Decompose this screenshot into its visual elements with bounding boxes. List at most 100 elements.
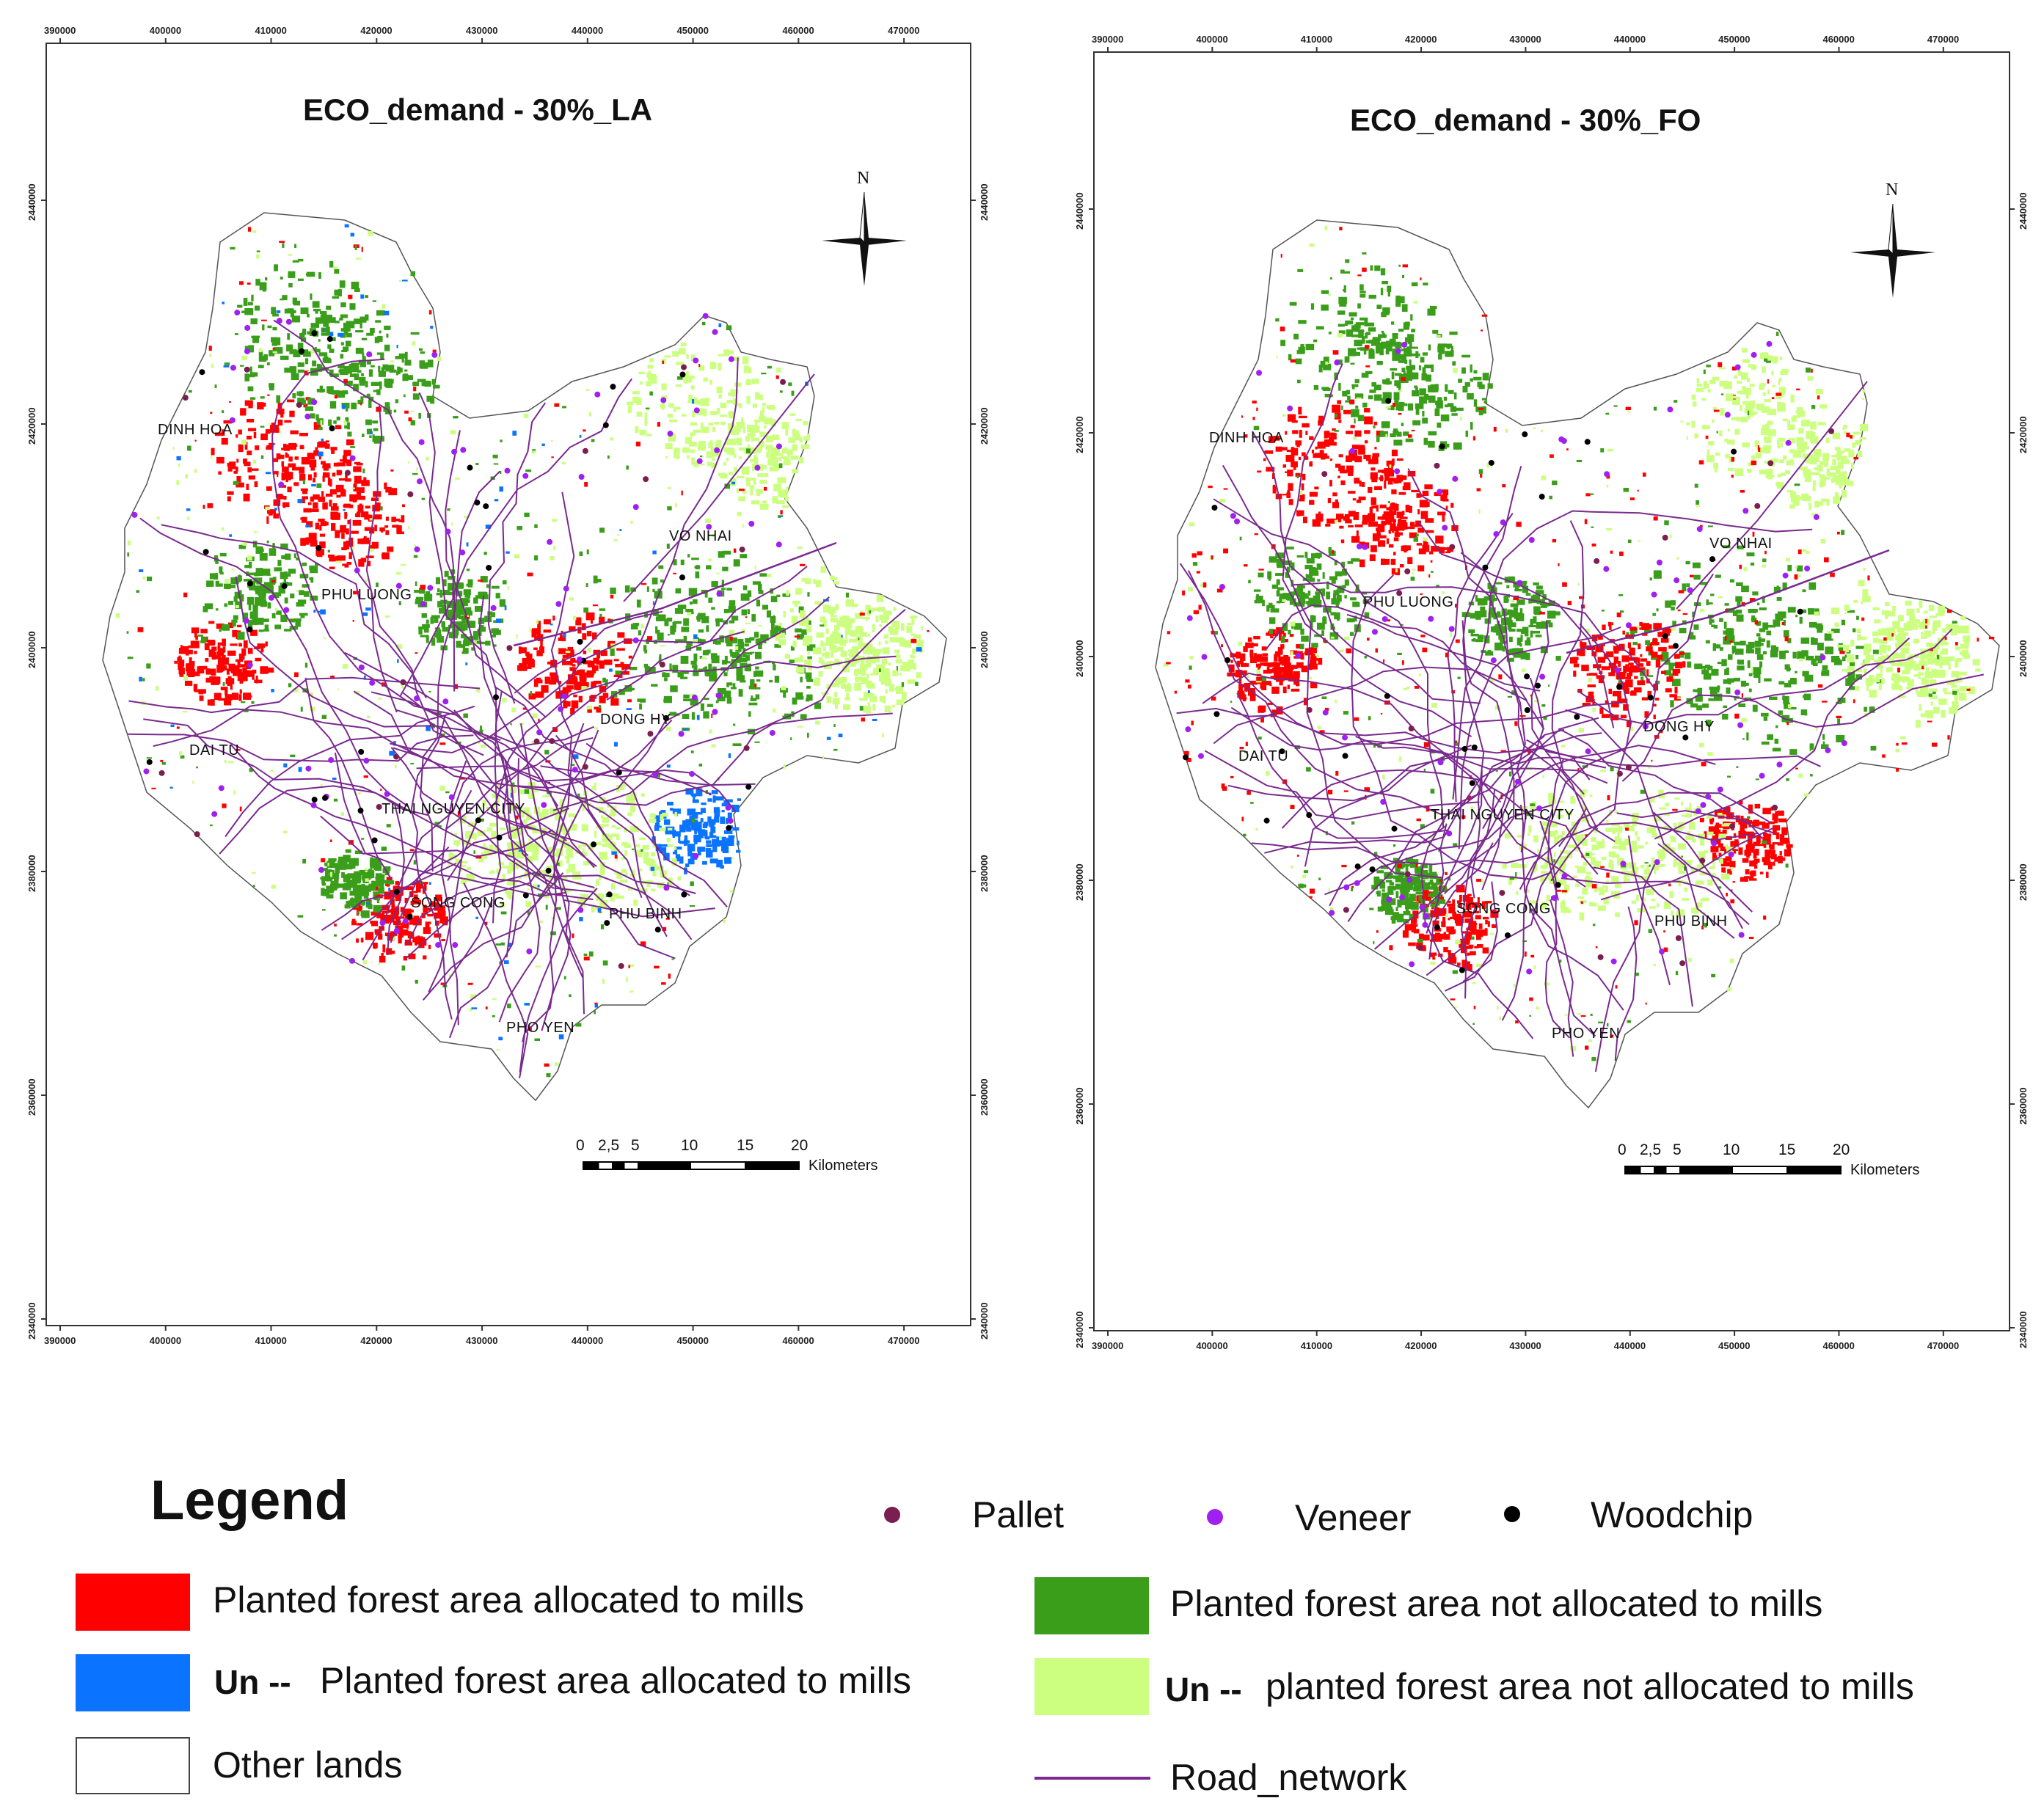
x-tick-label: 390000 [44, 1335, 76, 1346]
map-title-right: ECO_demand - 30%_FO [1350, 103, 1701, 137]
place-label-song-cong: SONG CONG [411, 895, 505, 911]
legend-prefix-un: Un -- [214, 1663, 291, 1701]
pallet-dot-icon [884, 1507, 900, 1523]
north-letter: N [857, 169, 870, 188]
x-tick-label: 460000 [1822, 34, 1854, 45]
place-label-thai-nguyen: THAI NGUYEN CITY [382, 801, 525, 817]
x-tick-label: 470000 [1927, 1340, 1959, 1351]
scale-segments [1624, 1166, 1842, 1174]
place-label-vo-nhai: VO NHAI [669, 528, 732, 544]
x-tick-label: 430000 [1509, 34, 1541, 45]
x-tick-label: 440000 [572, 1335, 603, 1346]
compass-rose-icon [822, 191, 907, 286]
x-tick-label: 460000 [782, 25, 814, 36]
x-tick-label: 430000 [466, 25, 497, 36]
y-tick-label: 2420000 [979, 407, 990, 445]
y-tick-label: 2400000 [979, 631, 990, 668]
swatch-other-lands [76, 1737, 190, 1794]
scale-label: 10 [1723, 1141, 1740, 1158]
place-label-dong-hy: DONG HY [600, 712, 671, 728]
scale-label: 0 [576, 1137, 585, 1154]
map-canvas-right: 390000 390000 400000 400000 410000 410000 4200… [1074, 34, 2029, 1351]
place-label-pho-yen: PHO YEN [1552, 1026, 1621, 1042]
scale-label: 2,5 [598, 1137, 620, 1154]
x-tick-label: 390000 [44, 25, 76, 36]
map-title-left: ECO_demand - 30%_LA [303, 92, 653, 127]
y-tick-label: 2400000 [1074, 640, 1085, 677]
legend-label-un-planted-allocated: Planted forest area allocated to mills [320, 1660, 911, 1701]
map-panel-left: ECO_demand - 30%_LA 390000 390000 400000 40… [0, 0, 1012, 1379]
y-tick-label: 2420000 [1074, 416, 1085, 453]
scale-unit: Kilometers [809, 1158, 878, 1174]
x-tick-label: 410000 [1301, 1340, 1332, 1351]
place-label-dinh-hoa: DINH HOA [158, 422, 233, 438]
y-tick-label: 2360000 [26, 1078, 37, 1116]
place-label-phu-binh: PHU BINH [609, 906, 682, 922]
x-tick-label: 430000 [466, 1335, 497, 1346]
place-label-vo-nhai: VO NHAI [1709, 536, 1773, 552]
scale-segments [583, 1161, 800, 1170]
place-label-dai-tu: DAI TU [189, 742, 240, 759]
y-tick-label: 2440000 [1074, 192, 1085, 230]
scale-label: 20 [791, 1137, 809, 1154]
province-boundary [102, 212, 947, 1102]
y-tick-label: 2340000 [26, 1302, 37, 1340]
scale-label: 10 [681, 1137, 698, 1154]
x-tick-label: 420000 [1405, 34, 1437, 45]
woodchip-dot-icon [1504, 1506, 1520, 1522]
x-tick-label: 470000 [888, 1335, 919, 1346]
x-tick-label: 400000 [150, 1335, 181, 1346]
map-canvas-left: 390000 390000 400000 400000 410000 410000 4200… [26, 25, 990, 1346]
legend-label-road-network: Road_network [1170, 1757, 1407, 1798]
swatch-un-planted-allocated [76, 1654, 190, 1711]
x-tick-label: 440000 [1614, 34, 1646, 45]
mill-points [1183, 340, 1847, 975]
x-tick-label: 470000 [1927, 34, 1959, 45]
compass-rose-icon [1850, 203, 1935, 298]
x-tick-label: 460000 [1822, 1340, 1854, 1351]
x-tick-label: 430000 [1509, 1340, 1541, 1351]
road-network [128, 319, 906, 1078]
x-tick-label: 400000 [1196, 1340, 1227, 1351]
place-label-phu-luong: PHU LUONG [1363, 594, 1454, 610]
north-arrow-left: N [820, 169, 908, 286]
x-tick-label: 450000 [1718, 34, 1750, 45]
place-label-dai-tu: DAI TU [1238, 748, 1289, 764]
x-tick-label: 420000 [1405, 1340, 1437, 1351]
y-tick-label: 2340000 [979, 1302, 990, 1340]
x-tick-label: 390000 [1092, 1340, 1123, 1351]
place-label-phu-binh: PHU BINH [1654, 913, 1728, 929]
coordinate-ticks: 390000 390000 400000 400000 410000 410000 4200… [1074, 34, 2029, 1351]
north-letter: N [1886, 180, 1899, 200]
legend-title: Legend [150, 1469, 349, 1532]
y-tick-label: 2400000 [2018, 640, 2029, 677]
veneer-dot-icon [1207, 1509, 1223, 1525]
x-tick-label: 420000 [360, 1335, 392, 1346]
y-tick-label: 2340000 [1074, 1311, 1085, 1348]
scale-label: 15 [1778, 1141, 1796, 1158]
place-label-song-cong: SONG CONG [1456, 901, 1551, 917]
swatch-un-planted-not-allocated [1034, 1658, 1149, 1715]
x-tick-label: 440000 [572, 25, 603, 36]
x-tick-label: 400000 [1196, 34, 1227, 45]
place-label-dong-hy: DONG HY [1643, 719, 1715, 735]
y-tick-label: 2400000 [26, 631, 37, 668]
province-layer [102, 212, 947, 1102]
map-panel-right: ECO_demand - 30%_FO 390000 390000 400000 40… [1042, 0, 2044, 1379]
place-label-thai-nguyen: THAI NGUYEN CITY [1431, 807, 1574, 823]
x-tick-label: 450000 [1718, 1340, 1750, 1351]
x-tick-label: 420000 [360, 25, 392, 36]
x-tick-label: 410000 [1301, 34, 1332, 45]
scale-label: 2,5 [1640, 1141, 1662, 1158]
x-tick-label: 440000 [1614, 1340, 1646, 1351]
x-tick-label: 470000 [888, 25, 919, 36]
y-tick-label: 2440000 [26, 183, 37, 221]
scale-label: 15 [737, 1137, 754, 1154]
road-network [1176, 363, 1984, 1072]
y-tick-label: 2340000 [2018, 1311, 2029, 1348]
y-tick-label: 2420000 [2018, 416, 2029, 453]
mill-points [131, 310, 786, 969]
x-tick-label: 410000 [255, 1335, 287, 1346]
legend-label-veneer: Veneer [1295, 1497, 1412, 1538]
x-tick-label: 460000 [782, 1335, 814, 1346]
